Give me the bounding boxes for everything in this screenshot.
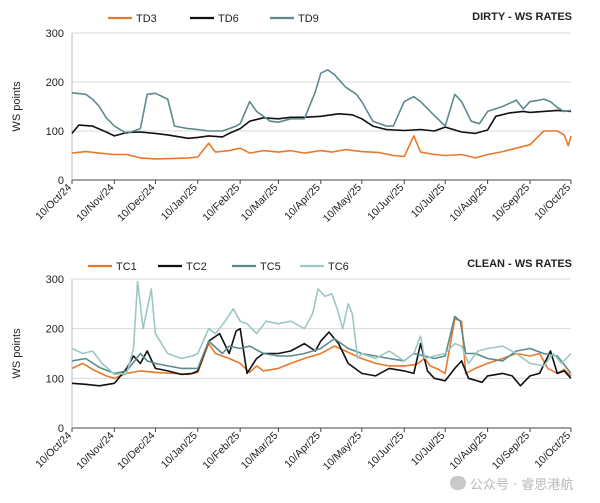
series-line-td6 [71,109,572,140]
legend-label-tc6: TC6 [328,261,349,273]
x-tick-label: 10/Nov/24 [74,430,116,472]
x-tick-label: 10/May/25 [321,182,364,225]
x-tick-label: 10/Sep/25 [490,182,532,224]
wechat-icon [450,476,466,490]
x-tick-label: 10/Apr/25 [282,430,323,471]
y-tick-label: 0 [58,175,64,187]
x-tick-label: 10/Feb/25 [200,182,242,224]
legend-label-tc1: TC1 [116,261,137,273]
x-tick-label: 10/Aug/25 [447,430,489,472]
chart-title: DIRTY - WS RATES [472,11,572,23]
y-tick-label: 0 [58,423,64,435]
y-tick-label: 300 [46,28,64,40]
x-tick-label: 10/Oct/24 [33,182,74,223]
x-tick-label: 10/Apr/25 [282,182,323,223]
y-axis-title: WS points [11,328,23,379]
x-tick-label: 10/Mar/25 [239,182,281,224]
x-tick-label: 10/Aug/25 [447,182,489,224]
series-line-td3 [71,130,572,160]
x-tick-label: 10/Sep/25 [490,430,532,472]
chart-title: CLEAN - WS RATES [467,258,572,270]
x-tick-label: 10/Dec/24 [115,430,157,472]
watermark-text: 公众号 · 睿思港航 [470,477,574,493]
x-tick-label: 10/May/25 [321,430,364,473]
x-tick-label: 10/Mar/25 [239,430,281,472]
y-tick-label: 200 [46,324,64,336]
series-line-tc2 [71,327,572,387]
x-tick-label: 10/Jan/25 [159,430,200,471]
x-tick-label: 10/Nov/24 [74,182,116,224]
x-tick-label: 10/Jul/25 [409,182,448,221]
x-tick-label: 10/Oct/24 [33,430,74,471]
series-line-td9 [71,69,572,135]
series-line-tc1 [71,317,572,380]
x-tick-label: 10/Dec/24 [115,182,157,224]
legend-label-tc5: TC5 [260,261,281,273]
series-line-tc5 [71,315,572,375]
x-tick-label: 10/Oct/25 [532,182,573,223]
y-tick-label: 300 [46,274,64,286]
x-tick-label: 10/Jun/25 [365,182,406,223]
x-tick-label: 10/Jan/25 [159,182,200,223]
x-tick-label: 10/Feb/25 [200,430,242,472]
x-tick-label: 10/Jul/25 [409,430,448,469]
y-axis-title: WS points [11,81,23,132]
legend-label-tc2: TC2 [186,261,207,273]
x-tick-label: 10/Oct/25 [532,430,573,471]
y-tick-label: 200 [46,77,64,89]
legend-label-td6: TD6 [218,13,239,25]
watermark: 公众号 · 睿思港航 [450,472,596,494]
x-tick-label: 10/Jun/25 [365,430,406,471]
series-line-tc6 [71,280,572,376]
y-tick-label: 100 [46,126,64,138]
y-tick-label: 100 [46,373,64,385]
legend-label-td3: TD3 [136,13,157,25]
legend-label-td9: TD9 [298,13,319,25]
